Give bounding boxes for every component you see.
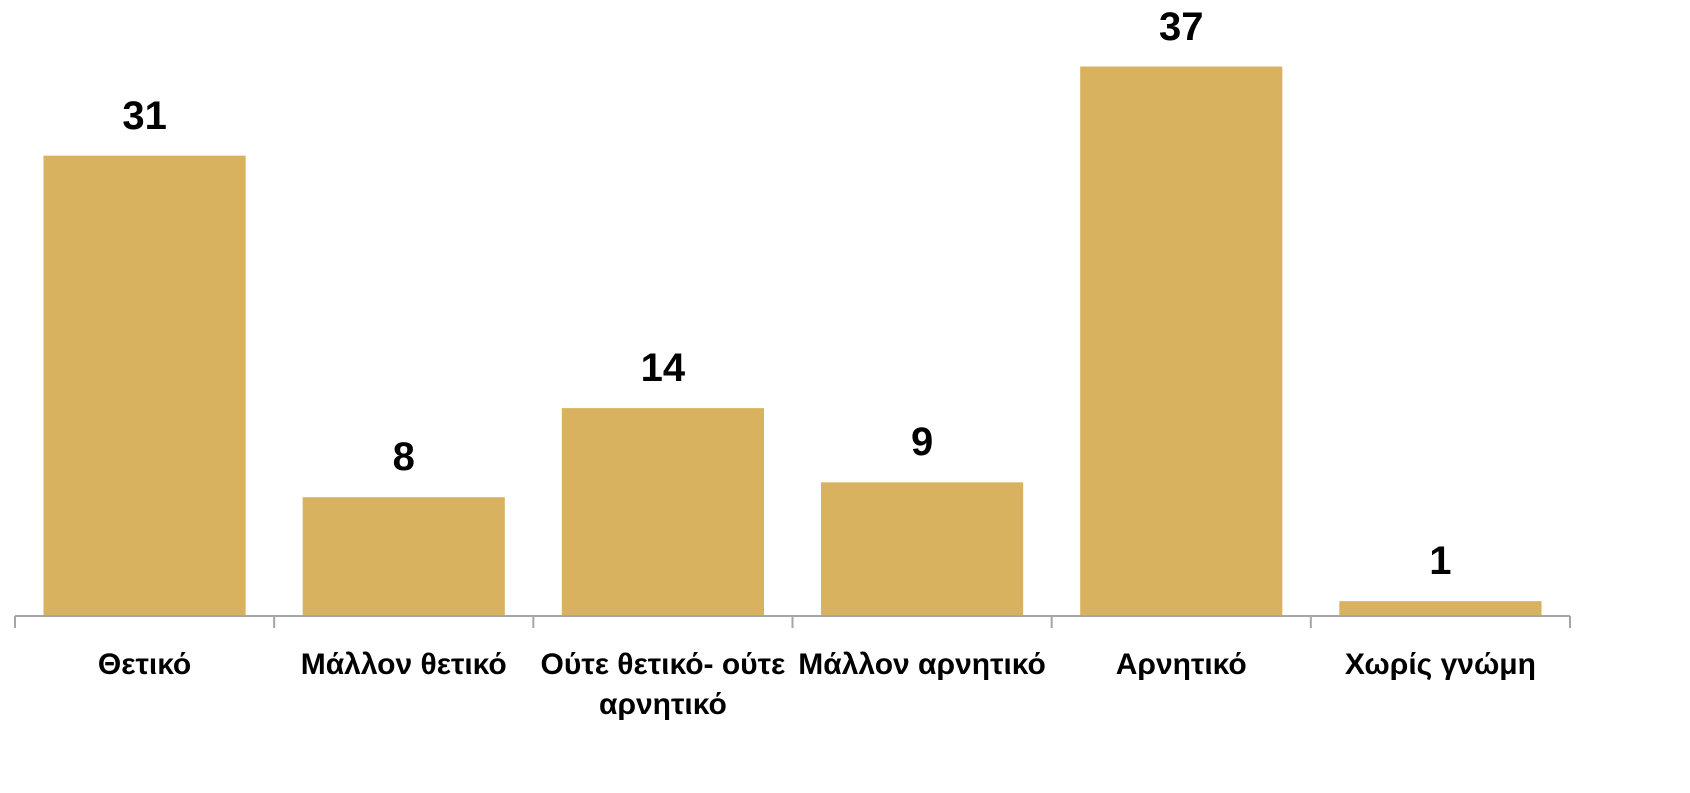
bar (43, 155, 246, 616)
bar (302, 497, 505, 616)
bar (1080, 66, 1283, 617)
x-tick-label: Μάλλον θετικό (300, 648, 507, 681)
bar (561, 408, 764, 616)
bar (1339, 601, 1542, 616)
x-tick-label: Μάλλον αρνητικό (798, 648, 1046, 681)
value-label: 14 (640, 346, 686, 391)
x-tick-label: Χωρίς γνώμη (1344, 648, 1536, 681)
x-tick-label: Ούτε θετικό- ούτε αρνητικό (540, 648, 786, 721)
value-label: 9 (910, 420, 934, 465)
x-tick-label: Θετικό (97, 648, 192, 681)
x-tick-label: Αρνητικό (1115, 648, 1247, 681)
value-label: 37 (1158, 4, 1204, 49)
value-label: 31 (122, 93, 167, 138)
bar (821, 482, 1024, 616)
value-label: 8 (392, 435, 415, 480)
value-label: 1 (1429, 539, 1452, 584)
